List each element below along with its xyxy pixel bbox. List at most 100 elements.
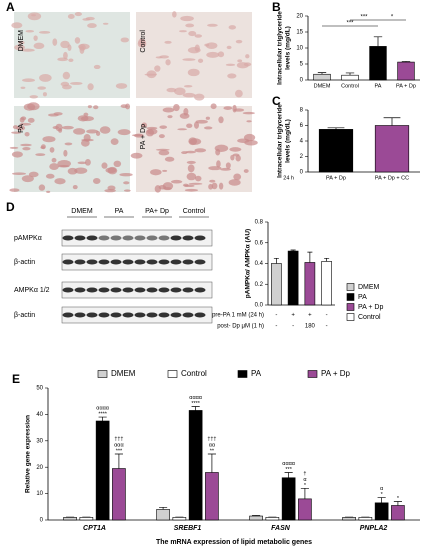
legend-swatch	[308, 371, 317, 378]
cell	[65, 142, 73, 145]
bar	[319, 129, 353, 172]
blot-band	[171, 313, 182, 318]
cell	[194, 122, 199, 129]
blot-band	[87, 313, 98, 318]
table-cell: -	[275, 313, 277, 319]
cell	[187, 173, 197, 181]
cell	[230, 155, 234, 161]
cell	[85, 159, 91, 166]
bar	[314, 74, 331, 80]
cell	[20, 144, 32, 146]
x-axis-label: The mRNA expression of lipid metabolic g…	[156, 539, 312, 546]
error-bar	[301, 488, 309, 499]
bar	[375, 503, 388, 520]
cell	[48, 113, 59, 116]
cell	[101, 162, 107, 168]
cell	[220, 168, 231, 171]
cell	[116, 83, 127, 89]
y-tick-label: 6	[300, 123, 304, 129]
cell	[88, 105, 92, 108]
cell	[204, 126, 212, 129]
error-bar	[208, 454, 216, 472]
error-bar	[159, 507, 167, 509]
cell	[82, 18, 90, 21]
x-tick-label: SREBF1	[174, 525, 202, 532]
cell	[12, 151, 23, 157]
cell	[163, 108, 175, 113]
cell	[204, 44, 209, 47]
y-tick-label: 20	[36, 465, 43, 471]
blot-band	[75, 288, 86, 293]
cell	[164, 41, 171, 44]
cell	[188, 69, 200, 76]
blot-row: pAMPKα	[14, 235, 42, 242]
error-bar	[324, 258, 329, 261]
y-tick-label: 0	[300, 170, 304, 176]
cell	[118, 129, 131, 135]
bar	[298, 499, 311, 520]
significance: *	[397, 496, 400, 502]
significance: *	[304, 483, 307, 489]
cell	[184, 85, 192, 88]
bar	[398, 62, 415, 80]
cell	[218, 116, 223, 123]
cell	[39, 31, 50, 34]
y-tick-label: 30	[36, 438, 43, 444]
cell	[42, 136, 55, 142]
cell	[54, 178, 65, 184]
blot-band	[75, 260, 86, 265]
cell	[227, 46, 232, 49]
error-bar	[285, 472, 293, 477]
image-label: DMEM	[18, 30, 25, 52]
legend-label: Control	[181, 369, 207, 378]
cell	[39, 74, 52, 82]
cell	[40, 146, 45, 149]
cell	[198, 59, 203, 63]
blot-band	[63, 288, 74, 293]
x-prefix: 24 h	[283, 175, 294, 181]
blot-band	[87, 288, 98, 293]
significance: *	[381, 492, 384, 498]
blot-band	[111, 260, 122, 265]
cell	[215, 145, 229, 152]
cell	[73, 185, 78, 189]
blot-band	[147, 313, 158, 318]
cell	[63, 150, 67, 157]
cell	[244, 140, 258, 145]
cell	[162, 170, 167, 172]
table-cell: -	[326, 324, 328, 330]
blot-band	[147, 260, 158, 265]
cell	[28, 118, 35, 123]
bar	[205, 472, 218, 520]
blot-band	[159, 313, 170, 318]
cell	[31, 14, 36, 16]
x-tick-label: FASN	[271, 525, 291, 532]
error-bar	[378, 498, 386, 503]
cell	[57, 57, 68, 61]
y-tick-label: 0	[300, 78, 304, 84]
y-tick-label: 20	[296, 14, 303, 20]
cell	[235, 90, 243, 98]
error-bar	[346, 73, 354, 75]
blot-band	[123, 288, 134, 293]
blot-band	[135, 260, 146, 265]
cell	[46, 174, 55, 179]
blot-band	[87, 260, 98, 265]
y-tick-label: 4	[300, 139, 304, 145]
blot-band	[99, 288, 110, 293]
cell	[183, 108, 188, 116]
blot-band	[63, 236, 74, 241]
legend-label: DMEM	[111, 369, 136, 378]
cell	[81, 139, 93, 142]
blot-row: β-actin	[14, 259, 35, 266]
cell	[124, 189, 131, 191]
blot-band	[159, 288, 170, 293]
cell	[194, 94, 204, 101]
x-tick-label: PA + Dp	[396, 83, 416, 89]
cell	[125, 104, 130, 110]
cell	[63, 72, 70, 80]
legend-label: Control	[358, 314, 381, 321]
cell	[52, 38, 57, 46]
blot-band	[171, 288, 182, 293]
cell	[167, 115, 172, 118]
